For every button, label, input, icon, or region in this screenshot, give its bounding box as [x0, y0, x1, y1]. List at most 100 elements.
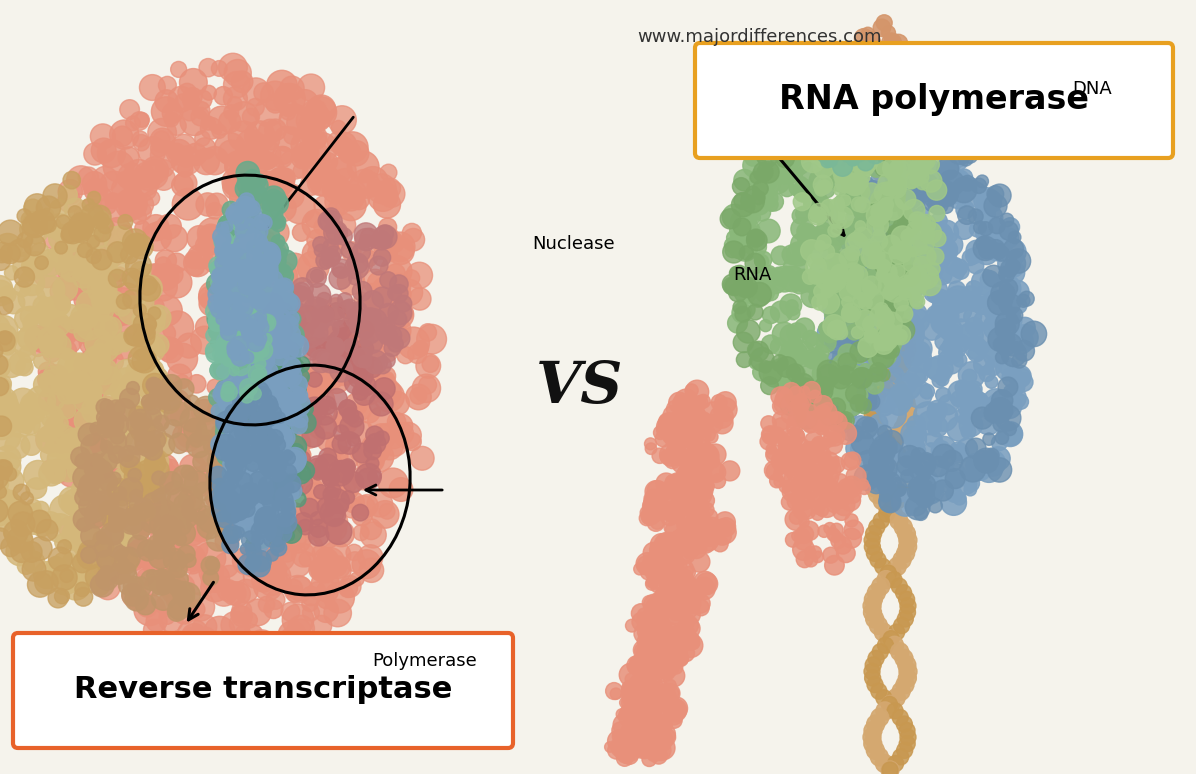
- Circle shape: [242, 423, 257, 439]
- Circle shape: [777, 122, 795, 141]
- Circle shape: [791, 489, 812, 510]
- Circle shape: [797, 408, 818, 429]
- Circle shape: [812, 116, 838, 142]
- Circle shape: [866, 283, 881, 299]
- Circle shape: [239, 336, 254, 350]
- Circle shape: [361, 434, 390, 464]
- Circle shape: [246, 339, 262, 355]
- Circle shape: [818, 525, 830, 537]
- Circle shape: [673, 535, 692, 553]
- Circle shape: [883, 564, 901, 582]
- Circle shape: [301, 365, 322, 385]
- Circle shape: [388, 238, 414, 265]
- Circle shape: [889, 367, 904, 382]
- Circle shape: [818, 103, 843, 128]
- Circle shape: [206, 467, 225, 485]
- Circle shape: [90, 364, 120, 394]
- Circle shape: [270, 306, 283, 319]
- Circle shape: [720, 209, 740, 229]
- Circle shape: [634, 701, 646, 714]
- Circle shape: [255, 437, 271, 454]
- Circle shape: [80, 276, 97, 293]
- Circle shape: [245, 404, 264, 423]
- Circle shape: [245, 509, 269, 533]
- Circle shape: [1000, 334, 1023, 356]
- Circle shape: [748, 283, 771, 307]
- Circle shape: [190, 326, 219, 354]
- Circle shape: [846, 149, 867, 171]
- Circle shape: [886, 166, 898, 179]
- Circle shape: [222, 167, 252, 197]
- Circle shape: [266, 406, 288, 428]
- Circle shape: [836, 221, 853, 238]
- Circle shape: [384, 340, 401, 357]
- Circle shape: [258, 336, 276, 354]
- Circle shape: [243, 363, 260, 380]
- Circle shape: [246, 518, 268, 539]
- Circle shape: [22, 435, 42, 455]
- Circle shape: [245, 444, 263, 462]
- Circle shape: [268, 343, 293, 368]
- Circle shape: [41, 377, 57, 393]
- Circle shape: [179, 69, 207, 96]
- Circle shape: [898, 229, 922, 252]
- Circle shape: [256, 293, 271, 309]
- Circle shape: [183, 554, 196, 567]
- Circle shape: [98, 452, 117, 471]
- Circle shape: [239, 277, 256, 295]
- Circle shape: [227, 97, 242, 111]
- Circle shape: [685, 384, 698, 397]
- Circle shape: [871, 198, 886, 214]
- Circle shape: [236, 157, 267, 188]
- Circle shape: [136, 426, 153, 444]
- Circle shape: [280, 283, 292, 296]
- Circle shape: [109, 481, 134, 507]
- Circle shape: [665, 604, 685, 624]
- Circle shape: [195, 235, 216, 256]
- Circle shape: [920, 315, 944, 340]
- Circle shape: [237, 437, 256, 455]
- Circle shape: [325, 307, 344, 327]
- Circle shape: [867, 263, 883, 279]
- Circle shape: [271, 399, 286, 413]
- Circle shape: [762, 307, 780, 324]
- Circle shape: [329, 356, 346, 372]
- Circle shape: [649, 685, 672, 707]
- Circle shape: [276, 350, 289, 362]
- Circle shape: [264, 248, 276, 260]
- Circle shape: [287, 386, 305, 404]
- Circle shape: [346, 544, 362, 560]
- Circle shape: [916, 159, 941, 183]
- Circle shape: [256, 260, 273, 276]
- Circle shape: [298, 74, 324, 101]
- Circle shape: [835, 125, 854, 145]
- Circle shape: [671, 444, 685, 459]
- Circle shape: [826, 80, 842, 96]
- Circle shape: [120, 389, 140, 408]
- Circle shape: [251, 528, 271, 548]
- Circle shape: [216, 332, 236, 351]
- Circle shape: [214, 87, 232, 105]
- Circle shape: [197, 217, 228, 248]
- Circle shape: [71, 447, 90, 467]
- Circle shape: [242, 289, 271, 317]
- Circle shape: [770, 474, 783, 488]
- Circle shape: [773, 411, 792, 430]
- Circle shape: [270, 460, 282, 471]
- Circle shape: [250, 266, 273, 289]
- Circle shape: [628, 728, 641, 741]
- Circle shape: [889, 130, 908, 149]
- Circle shape: [990, 275, 1002, 286]
- Circle shape: [831, 392, 844, 405]
- Circle shape: [913, 454, 935, 477]
- Circle shape: [282, 485, 299, 501]
- Circle shape: [877, 323, 902, 348]
- Circle shape: [971, 269, 997, 295]
- Circle shape: [359, 558, 384, 582]
- Circle shape: [68, 228, 91, 251]
- Circle shape: [213, 454, 238, 479]
- Circle shape: [899, 440, 926, 465]
- Circle shape: [208, 313, 226, 330]
- Circle shape: [250, 453, 273, 476]
- Circle shape: [988, 290, 1012, 315]
